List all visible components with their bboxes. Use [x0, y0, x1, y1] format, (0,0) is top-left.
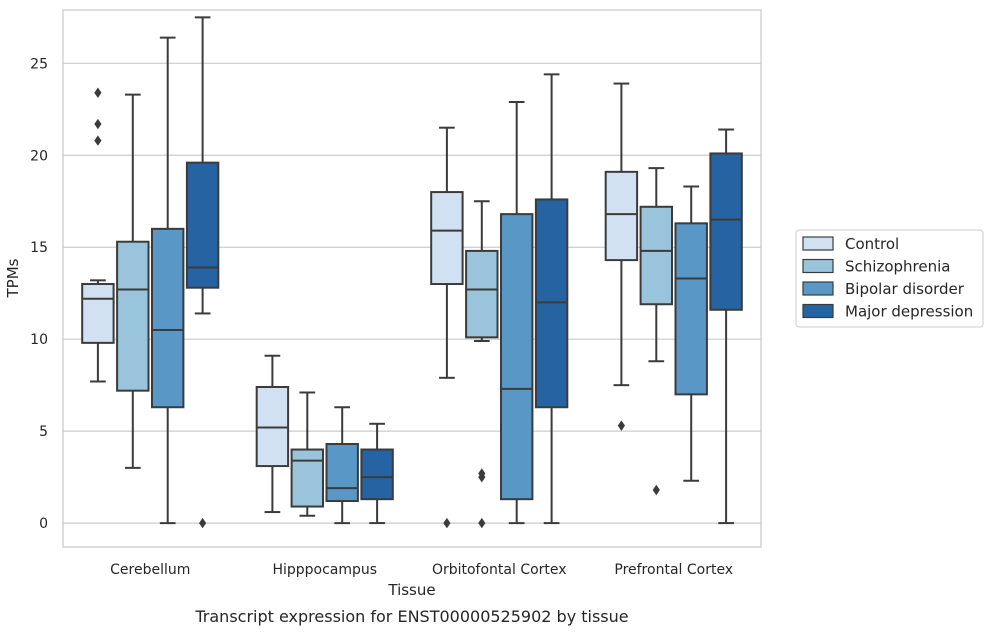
chart-caption: Transcript expression for ENST0000052590… — [194, 607, 628, 626]
x-tick-label: Prefrontal Cortex — [614, 562, 733, 578]
box-iqr — [499, 213, 534, 501]
x-axis-label: Tissue — [387, 581, 435, 599]
boxes — [81, 16, 743, 529]
box-group — [325, 406, 359, 525]
outlier-point — [199, 517, 207, 529]
legend-swatch — [802, 258, 834, 274]
y-axis-label: TPMs — [4, 258, 22, 298]
legend: Control Schizophrenia Bipolar disorder Majo… — [795, 229, 984, 328]
y-tick-label: 10 — [30, 332, 48, 348]
box-iqr — [674, 222, 708, 396]
box-group — [255, 354, 290, 514]
legend-frame — [795, 229, 984, 328]
box-iqr — [116, 240, 150, 392]
box-group — [360, 422, 394, 525]
box-iqr — [430, 191, 464, 286]
box-iqr — [185, 161, 220, 289]
outlier-point — [617, 420, 625, 431]
y-tick-label: 25 — [30, 56, 48, 72]
box-group — [639, 167, 674, 496]
legend-label: Major depression — [845, 303, 973, 321]
outlier-point — [443, 517, 451, 529]
box-iqr — [81, 283, 115, 344]
x-tick-label: Hipppocampus — [272, 562, 377, 578]
outlier-point — [478, 517, 486, 529]
y-tick-labels: 0 5 10 15 20 25 — [30, 56, 48, 532]
box-group — [499, 100, 534, 525]
box-group — [116, 93, 150, 469]
box-group — [674, 185, 708, 482]
y-tick-label: 0 — [39, 516, 48, 532]
legend-label: Bipolar disorder — [845, 280, 965, 298]
box-iqr — [639, 205, 674, 306]
box-group — [185, 16, 220, 529]
x-tick-label: Orbitofontal Cortex — [432, 562, 567, 578]
outlier-point — [652, 484, 660, 496]
legend-swatch — [802, 303, 834, 319]
outlier-point — [94, 87, 102, 98]
legend-label: Control — [845, 235, 899, 253]
legend-swatch — [802, 236, 834, 251]
box-group — [430, 126, 464, 529]
box-iqr — [604, 170, 639, 262]
outlier-point — [478, 468, 486, 479]
box-iqr — [325, 443, 359, 503]
x-tick-label: Cerebellum — [110, 562, 190, 578]
box-iqr — [465, 249, 499, 339]
box-group — [604, 82, 639, 431]
box-group — [150, 36, 185, 525]
box-group — [709, 128, 743, 525]
y-tick-label: 20 — [30, 148, 48, 164]
y-tick-label: 15 — [30, 240, 48, 256]
box-iqr — [290, 448, 325, 508]
box-iqr — [709, 152, 743, 311]
x-tick-labels: Cerebellum Hipppocampus Orbitofontal Corte… — [110, 562, 733, 578]
box-group — [465, 200, 499, 529]
box-group — [81, 87, 115, 383]
outlier-point — [94, 135, 102, 146]
y-tick-label: 5 — [39, 424, 48, 440]
box-iqr — [150, 227, 185, 409]
box-group — [534, 73, 569, 525]
box-iqr — [360, 448, 394, 501]
axes — [62, 9, 762, 548]
legend-swatch — [802, 281, 834, 296]
outlier-point — [94, 118, 102, 130]
legend-label: Schizophrenia — [845, 258, 950, 276]
box-group — [290, 391, 325, 517]
plot-area-frame — [62, 9, 762, 548]
